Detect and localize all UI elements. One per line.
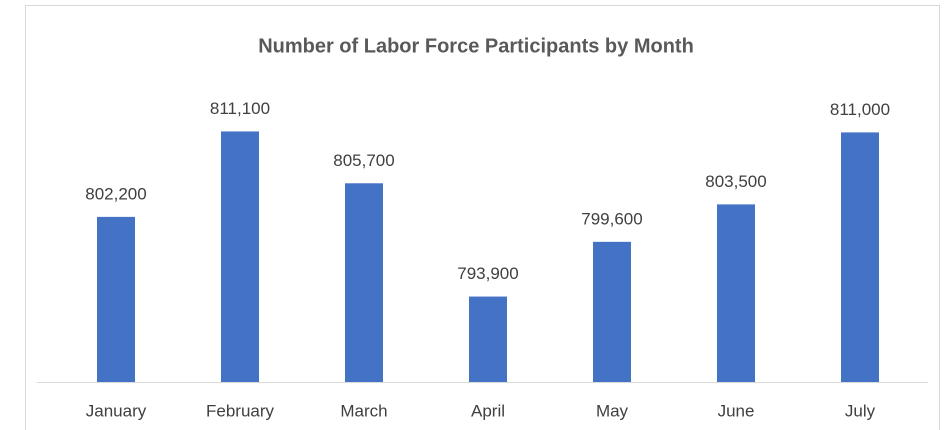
data-label: 805,700 <box>333 151 394 170</box>
data-label: 811,000 <box>830 100 890 119</box>
bar <box>717 204 755 382</box>
bar <box>841 132 879 382</box>
data-label: 802,200 <box>85 184 146 203</box>
data-label: 799,600 <box>581 209 642 228</box>
bar <box>221 131 259 382</box>
data-label: 811,100 <box>210 99 270 118</box>
bar <box>593 241 631 382</box>
data-label: 793,900 <box>457 264 518 283</box>
x-tick-label: February <box>206 401 275 420</box>
bar <box>469 296 507 382</box>
x-tick-label: April <box>471 401 505 420</box>
chart-title: Number of Labor Force Participants by Mo… <box>258 35 694 57</box>
x-tick-label: July <box>845 401 876 420</box>
bar <box>345 183 383 382</box>
x-tick-label: June <box>718 401 755 420</box>
x-tick-label: January <box>86 401 147 420</box>
x-tick-label: May <box>596 401 629 420</box>
x-tick-label: March <box>340 401 387 420</box>
bar <box>97 216 135 382</box>
data-label: 803,500 <box>705 172 766 191</box>
